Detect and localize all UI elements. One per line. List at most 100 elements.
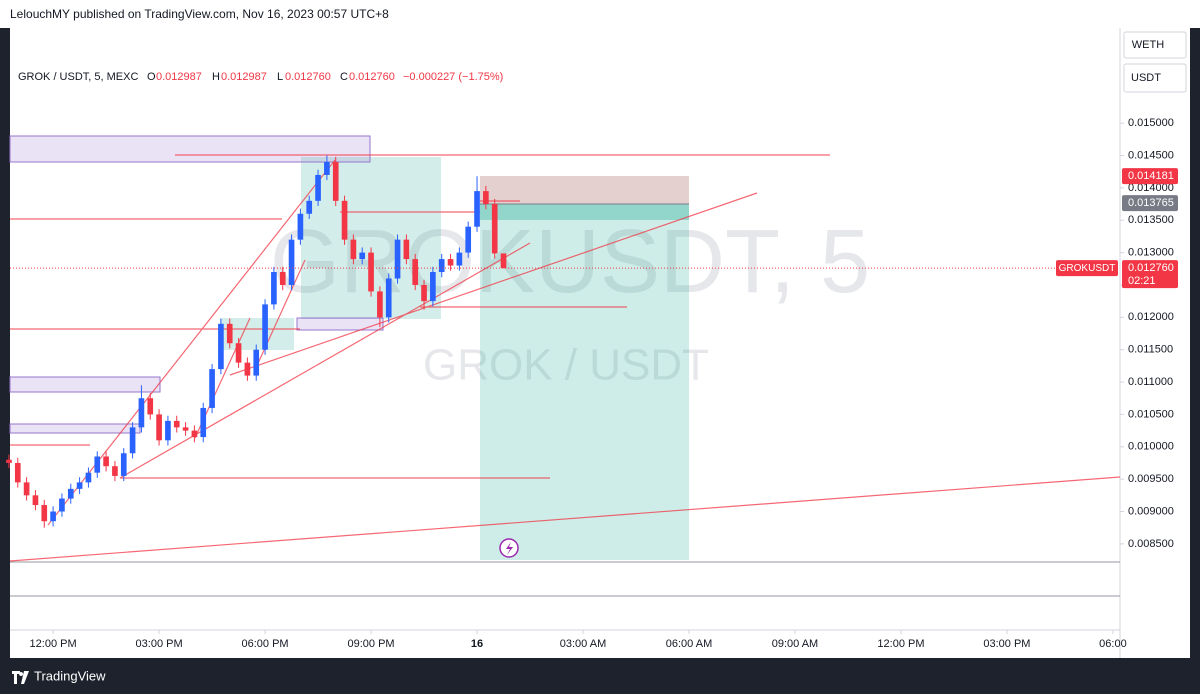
y-tick-label: 0.012000 — [1128, 311, 1174, 323]
candle-body — [138, 398, 145, 428]
candle-body — [430, 272, 436, 302]
x-tick-label: 09:00 AM — [772, 638, 818, 650]
candle-body — [244, 362, 251, 376]
published: LelouchMY published on TradingView.com, … — [10, 7, 389, 21]
candle-body — [483, 191, 489, 205]
legend-symbol: GROK / USDT, 5, MEXC — [18, 71, 138, 83]
footer-logo — [12, 671, 29, 684]
candle-body — [385, 278, 392, 318]
top-bar — [0, 0, 1200, 28]
last-price-badge — [1122, 260, 1178, 289]
candle-body — [297, 213, 304, 240]
button-label[interactable]: USDT — [1131, 72, 1161, 84]
legend-key: O — [147, 71, 156, 83]
x-tick-label: 03:00 PM — [983, 638, 1030, 650]
drawings — [9, 135, 1121, 562]
candle-body — [103, 456, 109, 467]
legend-value: 0.012760 — [285, 71, 331, 83]
candle-body — [421, 284, 427, 302]
candle-body — [262, 304, 268, 350]
candle-body — [271, 272, 277, 305]
x-tick-label: 12:00 PM — [877, 638, 924, 650]
price-badge — [1122, 168, 1178, 185]
candle-body — [32, 495, 39, 506]
candle-body — [94, 456, 101, 473]
candle-body — [500, 253, 507, 269]
y-tick-label: 0.009500 — [1128, 473, 1174, 485]
x-tick-label: 06:00 — [1099, 638, 1127, 650]
y-tick-label: 0.015000 — [1128, 117, 1174, 129]
y-tick-label: 0.014500 — [1128, 149, 1174, 161]
target-band — [480, 204, 689, 220]
box — [296, 317, 384, 331]
legend: GROK / USDT, 5, MEXC O 0.012987 H 0.0129… — [18, 71, 503, 83]
candle-body — [156, 414, 162, 441]
candle-body — [377, 291, 383, 318]
candle-body — [209, 369, 215, 408]
footer — [0, 660, 1200, 694]
candle-body — [359, 252, 366, 260]
stop-zone — [480, 176, 689, 204]
candle-body — [288, 239, 295, 285]
candle-body — [218, 323, 224, 370]
x-tick-label: 06:00 PM — [242, 638, 289, 650]
candle-body — [306, 200, 313, 214]
candle-body — [50, 511, 56, 522]
candle-body — [491, 204, 498, 254]
y-tick-label: 0.009000 — [1128, 505, 1174, 517]
candle-body — [85, 472, 92, 483]
y-tick-label: 0.008500 — [1128, 538, 1174, 550]
candle-body — [76, 482, 83, 489]
candle-body — [456, 252, 463, 266]
symbol-button[interactable] — [1123, 63, 1187, 93]
candle-body — [403, 239, 410, 260]
x-tick-label: 16 — [471, 638, 483, 650]
candle-body — [6, 459, 12, 463]
last-price-label: 0.012760 — [1128, 262, 1174, 274]
box — [9, 376, 161, 393]
box — [9, 135, 371, 163]
trend-line — [119, 242, 531, 479]
price-badge-label: 0.013765 — [1128, 197, 1174, 209]
y-tick-label: 0.011500 — [1128, 344, 1173, 356]
y-tick-label: 0.013000 — [1128, 247, 1174, 259]
event-icon-bolt — [506, 542, 513, 555]
price-badge-label: 0.014181 — [1128, 170, 1174, 182]
candle-body — [474, 191, 480, 227]
candle-body — [173, 420, 180, 428]
candle-body — [129, 427, 136, 454]
candle-body — [465, 226, 472, 253]
candle-body — [235, 343, 242, 363]
candle-body — [350, 239, 357, 260]
button-label[interactable]: WETH — [1132, 39, 1164, 51]
legend-key: H — [212, 71, 220, 83]
box — [9, 423, 141, 434]
target-zone — [480, 204, 689, 560]
candle-body — [14, 462, 21, 483]
candle-body — [23, 482, 30, 496]
legend-change: −0.000227 (−1.75%) — [403, 71, 503, 83]
candle-body — [59, 498, 65, 512]
candle-body — [182, 427, 189, 431]
candle-body — [324, 161, 330, 175]
candle-body — [253, 349, 260, 376]
candle-body — [438, 259, 445, 273]
candle-body — [191, 430, 198, 438]
candle-body — [112, 466, 118, 476]
candle-body — [147, 398, 154, 415]
symbol-badge — [1056, 260, 1118, 277]
symbol-button[interactable] — [1123, 31, 1187, 59]
candle-body — [368, 252, 374, 292]
symbol-badge-label: GROKUSDT — [1059, 263, 1116, 274]
legend-value: 0.012760 — [349, 71, 395, 83]
x-tick-label: 03:00 PM — [136, 638, 183, 650]
candle-body — [41, 505, 48, 522]
candle-body — [200, 407, 207, 438]
footer-brand: TradingView — [34, 668, 106, 683]
candle-body — [332, 161, 339, 201]
y-tick-label: 0.011000 — [1128, 376, 1173, 388]
candle-body — [279, 272, 286, 285]
candle-body — [394, 239, 401, 279]
candle-body — [165, 420, 171, 441]
